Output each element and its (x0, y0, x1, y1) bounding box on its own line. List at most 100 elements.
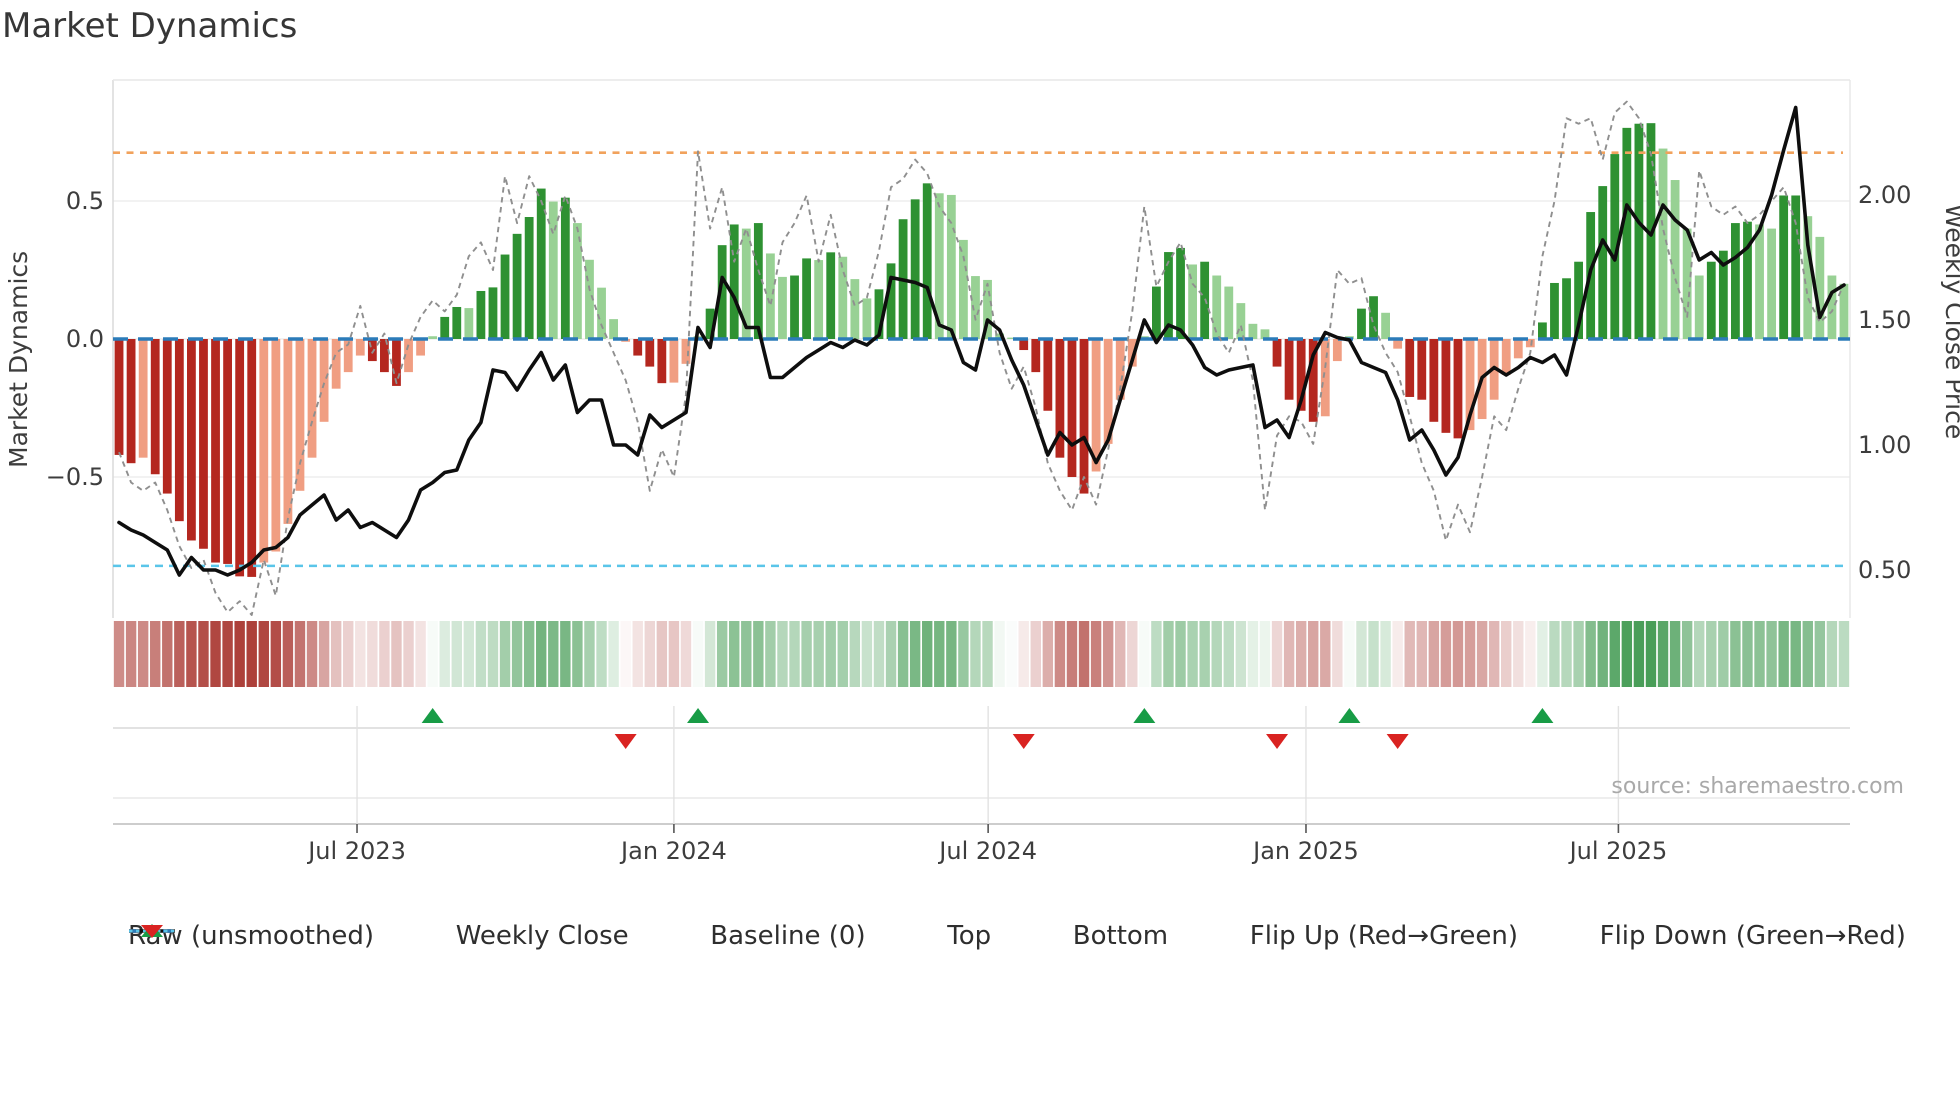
oscillator-bar (476, 290, 486, 339)
heatmap-cell (1790, 621, 1801, 687)
oscillator-bar (959, 239, 968, 339)
oscillator-bar (1236, 303, 1246, 339)
lines-layer (113, 100, 1850, 616)
heatmap-cell (1730, 621, 1741, 687)
heatmap-cell (958, 621, 969, 687)
oscillator-bar (319, 339, 329, 422)
heatmap-cell (873, 621, 885, 687)
heatmap-cell (753, 621, 764, 687)
oscillator-bar (741, 228, 751, 339)
oscillator-bar (1743, 221, 1752, 339)
heatmap-cell (644, 621, 655, 687)
flip-up-marker (1133, 708, 1156, 723)
oscillator-bar (488, 287, 498, 339)
legend-item: Bottom (129, 921, 1169, 951)
heatmap-cell (885, 621, 897, 687)
oscillator-bar (1115, 339, 1125, 400)
oscillator-bar (983, 279, 992, 339)
heatmap-cell (499, 621, 511, 687)
oscillator-bar (753, 223, 763, 339)
heatmap-cell (584, 621, 595, 687)
oscillator-bar (645, 339, 655, 367)
weekly-close-line (117, 105, 1846, 577)
heatmap-cell (897, 621, 909, 687)
oscillator-bar (802, 258, 811, 339)
oscillator-bar (1550, 282, 1559, 339)
flip-up-marker (421, 708, 444, 723)
source-text: source: sharemaestro.com (1611, 774, 1904, 799)
flip-down-marker (1012, 734, 1035, 749)
heatmap-cell (1802, 621, 1813, 687)
oscillator-bar (343, 339, 353, 373)
legend-item: Flip Down (Green→Red) (141, 921, 1906, 951)
oscillator-bar (1694, 275, 1704, 339)
oscillator-bar (934, 193, 944, 339)
flip-down-triangle-icon (141, 925, 163, 938)
oscillator-bar (247, 339, 257, 577)
oscillator-bar (729, 224, 739, 339)
oscillator-bar (862, 298, 872, 339)
oscillator-bar (838, 256, 848, 339)
heatmap-cell (825, 621, 836, 687)
heatmap-cell (934, 621, 945, 687)
heatmap-cell (680, 621, 692, 687)
oscillator-bar (1622, 127, 1632, 339)
oscillator-bar (946, 194, 956, 339)
heatmap-cell (560, 621, 571, 687)
heatmap-cell (909, 621, 921, 687)
heatmap-cell (1247, 621, 1259, 687)
y-axis-title-left: Market Dynamics (4, 251, 33, 468)
oscillator-bar (1429, 339, 1439, 422)
heatmap-cell (270, 621, 282, 687)
heatmap-cell (222, 621, 233, 687)
oscillator-bar (573, 223, 582, 339)
heatmap-cell (656, 621, 668, 687)
heatmap-cell (1416, 621, 1427, 687)
heatmap-cell (174, 621, 185, 687)
oscillator-bar (1296, 339, 1306, 411)
heatmap-cell (1694, 621, 1705, 687)
heatmap-cell (849, 621, 861, 687)
heatmap-cell (1754, 621, 1765, 687)
heatmap-cell (451, 621, 462, 687)
heatmap-strip (113, 621, 1850, 687)
y-tick-label-left: 0.5 (66, 187, 104, 215)
oscillator-bar (585, 259, 594, 339)
axis-layer: Jul 2023 Jan 2024 Jul 2024 Jan 2025 Jul 2025… (46, 181, 1912, 865)
heatmap-cell (632, 621, 643, 687)
oscillator-bar (524, 217, 534, 339)
heatmap-cell (439, 621, 450, 687)
oscillator-bar (271, 339, 281, 552)
oscillator-bar (295, 339, 305, 491)
heatmap-cell (523, 621, 535, 687)
oscillator-bar (1381, 312, 1390, 339)
heatmap-cell (1223, 621, 1234, 687)
heatmap-cell (1669, 621, 1681, 687)
heatmap-cell (765, 621, 776, 687)
legend: Raw (unsmoothed) Weekly Close Baseline (0)… (128, 921, 1906, 951)
oscillator-bar (1610, 154, 1620, 339)
heatmap-cell (837, 621, 848, 687)
oscillator-bar (1525, 339, 1535, 348)
heatmap-cell (1054, 621, 1066, 687)
heatmap-cell (970, 621, 981, 687)
oscillator-bar (705, 308, 715, 339)
oscillator-bar (1718, 250, 1728, 339)
heatmap-cell (704, 621, 716, 687)
heatmap-cell (548, 621, 559, 687)
oscillator-bar (199, 339, 208, 549)
heatmap-cell (1151, 621, 1162, 687)
oscillator-bar (886, 263, 896, 339)
heatmap-cell (198, 621, 209, 687)
heatmap-cell (1476, 621, 1488, 687)
oscillator-bar (404, 339, 413, 373)
legend-label: Bottom (1072, 921, 1169, 951)
heatmap-cell (150, 621, 161, 687)
oscillator-bar (790, 275, 799, 339)
oscillator-bar (1453, 339, 1463, 439)
legend-label: Top (947, 921, 992, 951)
oscillator-bar (1755, 224, 1764, 339)
triangle-shape (141, 925, 163, 938)
y-tick-label-left: 0.0 (66, 325, 104, 353)
legend-item: Top (129, 921, 992, 951)
